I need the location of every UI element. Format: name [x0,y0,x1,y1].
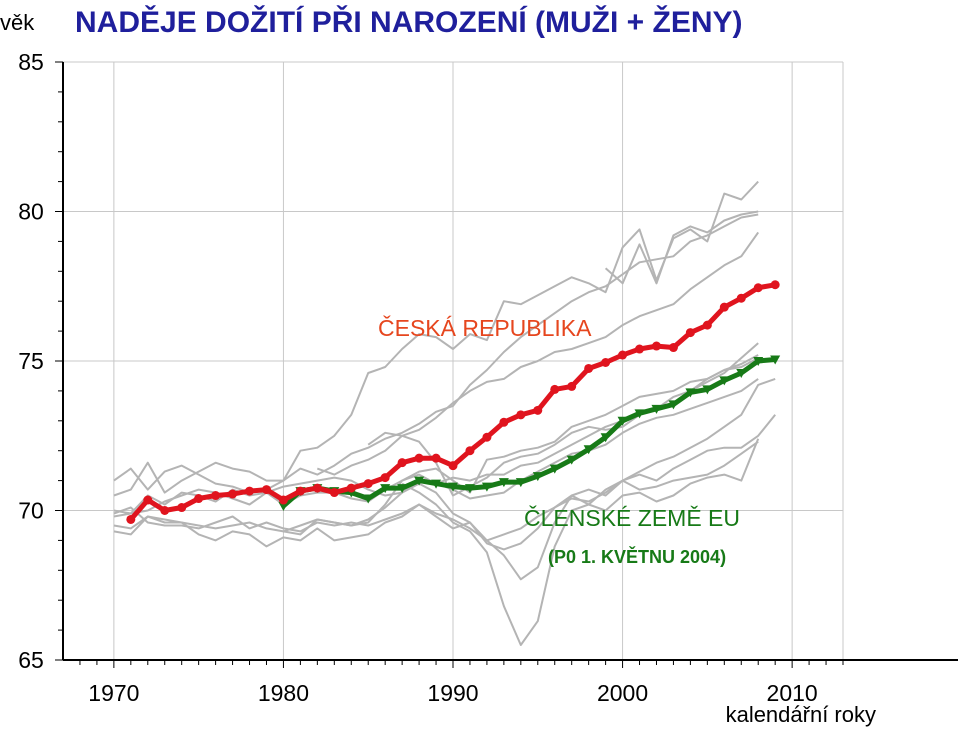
point-eu [515,478,526,488]
point-eu [278,502,289,512]
point-cr [719,302,729,312]
point-cr [414,453,424,463]
x-tick-label: 2010 [767,680,818,706]
point-cr [261,485,271,495]
point-cr [363,479,373,489]
cr-label: ČESKÁ REPUBLIKA [378,314,592,341]
point-eu [753,357,764,366]
point-cr [465,446,475,456]
chart-title: NADĚJE DOŽITÍ PŘI NAROZENÍ (MUŽI + ŽENY) [75,5,743,39]
point-eu [363,494,374,504]
point-cr [312,483,322,493]
y-tick-label: 70 [18,498,44,524]
point-eu [431,479,442,489]
point-eu [464,484,475,494]
series-line-other-country [113,213,759,497]
point-cr [702,320,712,330]
axes: 65 70 75 80 85 1970 1980 1990 2000 2010 [18,49,958,706]
x-axis-label: kalendářní roky [726,702,876,727]
point-eu [668,400,679,410]
point-eu [397,484,408,494]
x-tick-label: 1970 [88,680,139,706]
point-eu [719,376,730,386]
point-cr [668,343,678,353]
point-cr [126,514,136,524]
y-tick-label: 80 [18,199,44,225]
series-line-other-country [283,440,759,551]
y-tick-label: 65 [18,647,44,673]
y-tick-label: 75 [18,348,44,374]
point-eu [583,445,594,455]
eu-label: ČLENSKÉ ZEMĚ EU [524,504,740,531]
point-cr [685,328,695,338]
series-line-other-country [604,210,759,285]
point-cr [736,293,746,303]
point-eu [380,484,391,494]
point-cr [499,417,509,427]
point-eu [566,455,577,465]
series-line-other-country [113,414,776,581]
point-cr [177,503,187,513]
point-eu [617,416,628,426]
point-eu [736,368,747,378]
point-cr [770,280,780,290]
point-eu [532,472,543,482]
point-cr [651,341,661,351]
y-axis-label: věk [0,10,35,35]
point-cr [397,458,407,468]
point-cr [346,483,356,493]
point-cr [448,461,458,471]
x-tick-label: 1980 [258,680,309,706]
point-cr [329,488,339,498]
point-cr [278,495,288,505]
point-eu [481,482,492,492]
point-cr [211,491,221,501]
series-line-other-country [316,231,760,476]
point-eu [685,388,696,398]
point-cr [228,489,238,499]
point-eu [770,355,781,365]
point-cr [753,283,763,293]
point-cr [143,495,153,505]
point-cr [482,432,492,442]
series-line-other-country [367,357,759,497]
point-cr [431,453,441,463]
point-cr [550,384,560,394]
series-line-other-country [113,354,759,515]
point-cr [516,410,526,420]
point-cr [245,486,255,496]
point-eu [651,404,662,414]
eu-sublabel: (P0 1. KVĚTNU 2004) [548,546,726,567]
point-cr [618,350,628,360]
series-line-other-country [113,377,776,548]
point-eu [600,433,611,443]
point-eu [634,409,645,419]
point-eu [448,482,458,492]
point-cr [295,486,305,496]
x-tick-label: 1990 [427,680,478,706]
point-cr [160,506,170,515]
point-cr [567,381,577,391]
point-cr [533,405,543,415]
point-eu [498,478,509,488]
other-countries-lines [113,180,776,646]
y-tick-label: 85 [18,49,44,75]
point-eu [702,385,713,395]
point-cr [601,357,611,367]
series-line-other-country [113,342,759,518]
series-line-other-country [401,438,760,646]
x-tick-label: 2000 [597,680,648,706]
point-cr [194,494,204,504]
point-cr [584,363,594,373]
point-eu [414,476,425,486]
grid [63,61,844,660]
point-cr [635,344,645,354]
point-cr [380,473,390,483]
series-line-other-country [113,180,759,494]
highlight-lines [126,280,781,524]
point-eu [549,464,560,474]
